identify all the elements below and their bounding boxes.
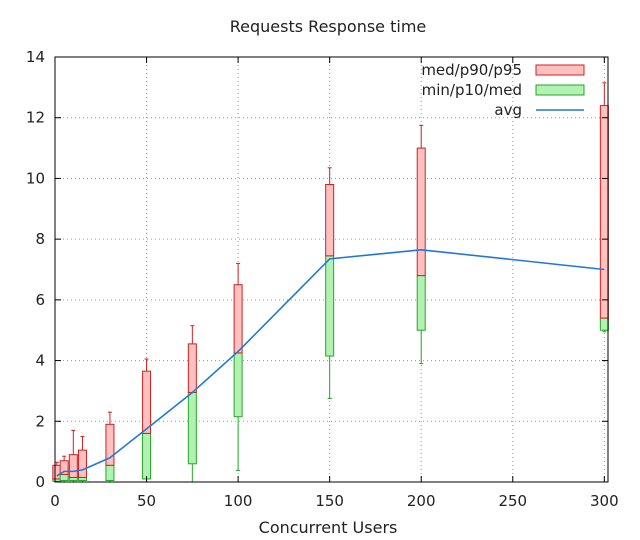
y-tick-label: 4 xyxy=(35,352,45,370)
lower-box xyxy=(142,432,152,480)
chart-title: Requests Response time xyxy=(230,17,427,36)
x-tick-label: 150 xyxy=(315,492,344,510)
x-tick-label: 0 xyxy=(50,492,60,510)
lower-box xyxy=(105,464,115,481)
x-tick-label: 300 xyxy=(590,492,619,510)
upper-box xyxy=(52,464,62,480)
upper-box xyxy=(233,284,243,354)
upper-box xyxy=(68,454,78,478)
upper-box xyxy=(416,147,426,277)
avg-line xyxy=(56,248,605,477)
x-tick-label: 250 xyxy=(498,492,527,510)
upper-box xyxy=(325,184,335,257)
upper-box xyxy=(77,449,87,478)
lower-box xyxy=(233,352,243,418)
y-tick-label: 6 xyxy=(35,291,45,309)
y-tick-label: 2 xyxy=(35,412,45,430)
x-tick-label: 200 xyxy=(407,492,436,510)
avg-series xyxy=(56,248,605,477)
upper-box xyxy=(142,370,152,434)
legend-swatch-box xyxy=(535,64,585,76)
lower-box xyxy=(325,255,335,357)
y-tick-label: 10 xyxy=(26,169,45,187)
x-tick-label: 100 xyxy=(224,492,253,510)
x-axis-label: Concurrent Users xyxy=(259,518,398,537)
y-tick-label: 8 xyxy=(35,230,45,248)
y-tick-label: 14 xyxy=(26,48,45,66)
legend-label: med/p90/p95 xyxy=(421,61,522,79)
x-axis-ticks: 0 50 100 150 200 250 300 xyxy=(50,57,619,510)
legend-swatch-box xyxy=(535,84,585,96)
x-tick-label: 50 xyxy=(137,492,156,510)
legend-label: min/p10/med xyxy=(422,81,522,99)
y-tick-label: 12 xyxy=(26,109,45,127)
plot-frame xyxy=(54,56,609,483)
lower-box xyxy=(59,473,69,481)
y-axis-ticks: 0 2 4 6 8 10 12 14 xyxy=(26,48,608,491)
legend-label: avg xyxy=(494,101,522,119)
box-series xyxy=(52,82,609,483)
legend: med/p90/p95 min/p10/med avg xyxy=(421,61,585,119)
lower-box xyxy=(599,317,609,331)
lower-box xyxy=(416,275,426,331)
lower-box xyxy=(187,391,197,465)
upper-box xyxy=(187,343,197,393)
y-tick-label: 0 xyxy=(35,473,45,491)
upper-box xyxy=(599,105,609,319)
